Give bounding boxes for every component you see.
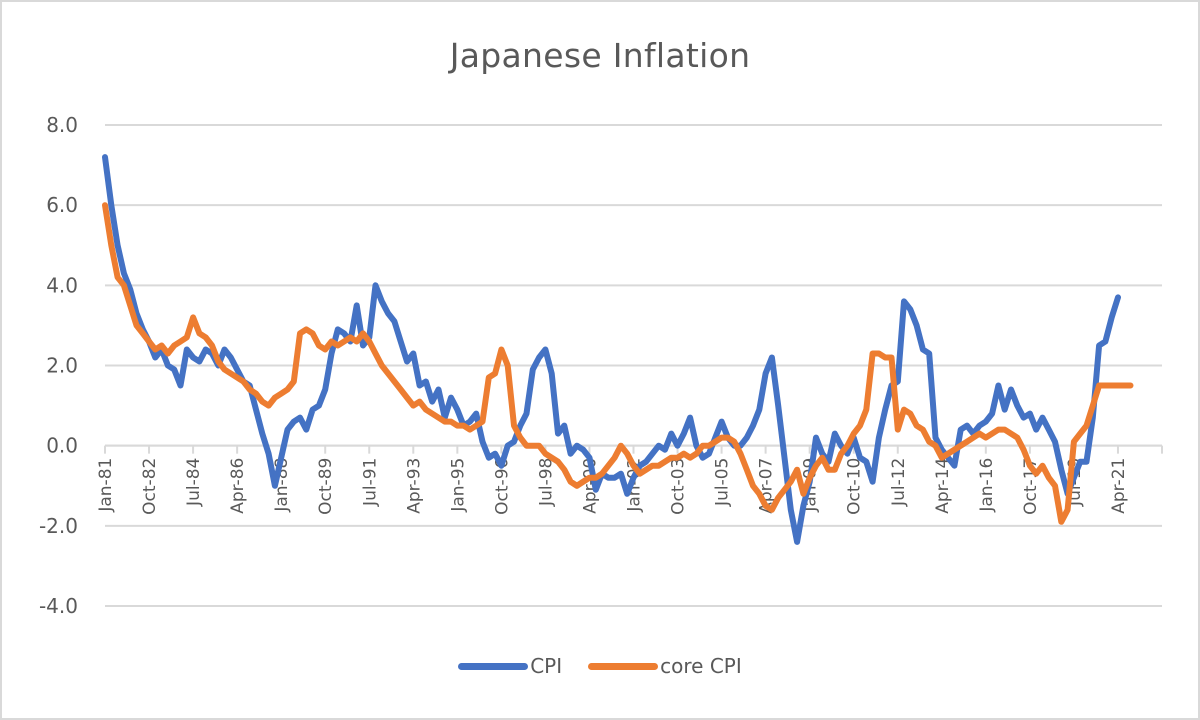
x-tick-label: Apr-14 <box>933 458 953 514</box>
y-tick-label: -4.0 <box>39 594 78 618</box>
legend: CPI core CPI <box>0 654 1200 678</box>
x-tick-label: Apr-00 <box>580 458 600 514</box>
y-tick-label: 0.0 <box>46 434 78 458</box>
y-tick-label: 6.0 <box>46 193 78 217</box>
legend-label-cpi: CPI <box>530 654 563 678</box>
y-axis: 8.0 6.0 4.0 2.0 0.0 -2.0 -4.0 <box>39 113 78 618</box>
x-tick-label: Jul-84 <box>184 458 204 507</box>
x-tick-label: Oct-10 <box>845 458 865 515</box>
legend-item-cpi[interactable]: CPI <box>458 654 562 678</box>
y-tick-label: 4.0 <box>46 273 78 297</box>
x-tick-label: Jul-05 <box>713 458 733 507</box>
x-tick-label: Oct-82 <box>140 458 160 515</box>
y-tick-label: -2.0 <box>39 514 78 538</box>
y-tick-label: 2.0 <box>46 354 78 378</box>
x-tick-label: Apr-21 <box>1109 458 1129 514</box>
x-tick-label: Oct-89 <box>316 458 336 515</box>
x-tick-label: Apr-86 <box>228 458 248 514</box>
series-line-core-cpi[interactable] <box>102 202 1134 525</box>
gridlines <box>105 124 1162 607</box>
x-tick-label: Jan-16 <box>977 458 997 513</box>
x-tick-label: Jul-12 <box>889 458 909 507</box>
x-tick-label: Jan-95 <box>448 458 468 513</box>
x-tick-label: Oct-96 <box>492 458 512 515</box>
x-tick-label: Jul-98 <box>536 458 556 507</box>
series-line-cpi[interactable] <box>102 154 1121 545</box>
chart-title: Japanese Inflation <box>449 36 751 75</box>
x-tick-label: Apr-93 <box>404 458 424 514</box>
legend-label-core-cpi: core CPI <box>660 654 742 678</box>
y-tick-label: 8.0 <box>46 113 78 137</box>
series-lines <box>102 154 1134 545</box>
x-tick-label: Oct-03 <box>669 458 689 515</box>
x-tick-label: Jul-91 <box>360 458 380 507</box>
x-tick-label: Jan-81 <box>96 458 116 513</box>
legend-swatch-core-cpi <box>588 662 659 670</box>
legend-item-core-cpi[interactable]: core CPI <box>588 654 742 678</box>
legend-swatch-cpi <box>458 662 529 670</box>
